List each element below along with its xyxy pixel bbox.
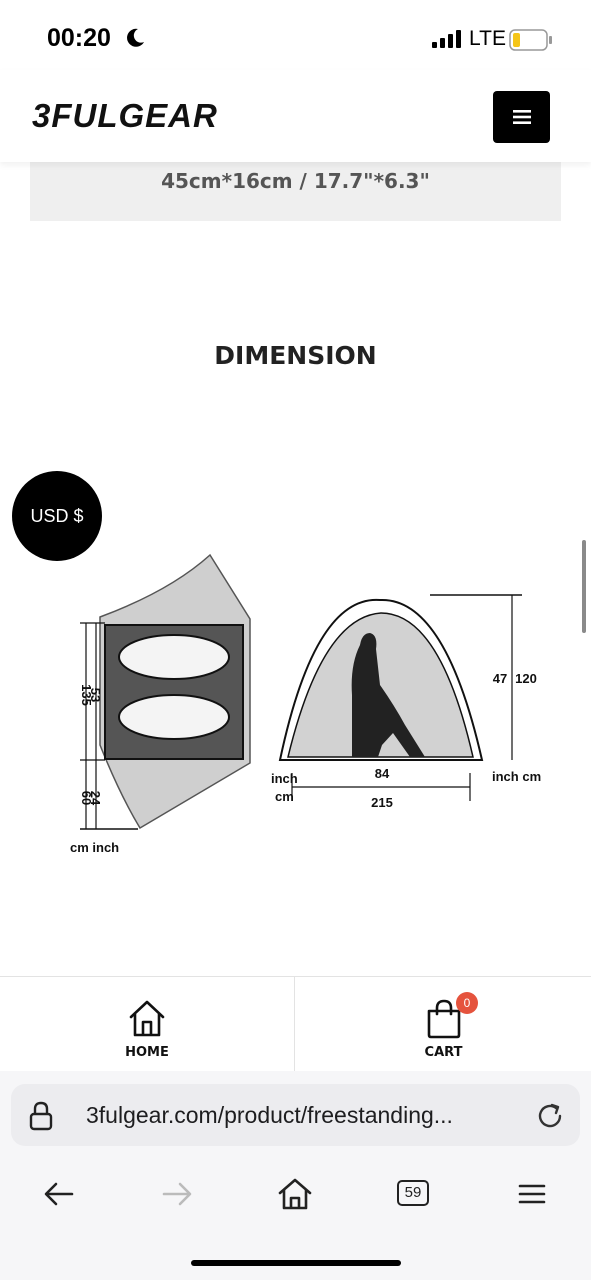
menu-button[interactable] [493, 91, 550, 143]
network-label: LTE [469, 27, 506, 50]
height-inch: 47 [493, 671, 507, 686]
signal-icon [432, 30, 461, 48]
cart-count-badge: 0 [456, 992, 478, 1014]
nav-cart[interactable]: 0 CART [296, 977, 591, 1071]
vestibule-inch: 24 [88, 791, 103, 806]
scrollbar[interactable] [582, 540, 586, 633]
nav-home[interactable]: HOME [0, 977, 295, 1071]
bottom-nav: HOME 0 CART [0, 976, 591, 1071]
back-arrow-icon[interactable] [41, 1176, 77, 1212]
home-icon [129, 1000, 165, 1037]
shopping-bag-icon [427, 999, 460, 1039]
side-unit-cm: cm [275, 789, 294, 804]
reload-icon[interactable] [535, 1101, 565, 1131]
vestibule-cm: 60 [79, 791, 94, 805]
status-bar: 00:20 LTE [0, 0, 591, 70]
tent-dimension-diagram: 135 53 60 24 cm inch 47 120 inch cm 84 2… [70, 553, 541, 855]
nav-home-label: HOME [125, 1045, 169, 1060]
address-bar[interactable]: 3fulgear.com/product/freestanding... [11, 1084, 580, 1146]
forward-arrow-icon[interactable] [159, 1176, 195, 1212]
floor-length-cm: 135 [79, 684, 94, 706]
lock-icon [29, 1101, 53, 1131]
width-cm: 215 [371, 795, 393, 810]
browser-toolbar: 3fulgear.com/product/freestanding... 59 [0, 1071, 591, 1280]
currency-button[interactable]: USD $ [12, 471, 102, 561]
menu-lines-icon[interactable] [514, 1176, 550, 1212]
home-indicator [191, 1260, 401, 1266]
site-header: 3FULGEAR [0, 70, 591, 162]
tabs-button[interactable]: 59 [397, 1180, 429, 1206]
dimension-title: DIMENSION [214, 341, 377, 370]
packed-size-box: 45cm*16cm / 17.7"*6.3" [30, 162, 561, 221]
height-cm: 120 [515, 671, 537, 686]
moon-icon [127, 28, 144, 47]
side-unit-inch: inch [271, 771, 298, 786]
floor-length-inch: 53 [88, 688, 103, 702]
hamburger-menu-icon [512, 110, 531, 124]
brand-logo[interactable]: 3FULGEAR [32, 97, 218, 134]
status-time: 00:20 [47, 24, 111, 52]
side-view [278, 594, 522, 801]
height-units-label: inch cm [492, 769, 541, 784]
width-inch: 84 [375, 766, 390, 781]
packed-size-text: 45cm*16cm / 17.7"*6.3" [161, 169, 430, 193]
url-text: 3fulgear.com/product/freestanding... [86, 1102, 453, 1128]
nav-cart-label: CART [424, 1045, 463, 1060]
battery-icon [509, 29, 552, 51]
floor-plan [80, 553, 251, 830]
browser-home-icon[interactable] [277, 1176, 313, 1212]
floor-units-label: cm inch [70, 840, 119, 855]
